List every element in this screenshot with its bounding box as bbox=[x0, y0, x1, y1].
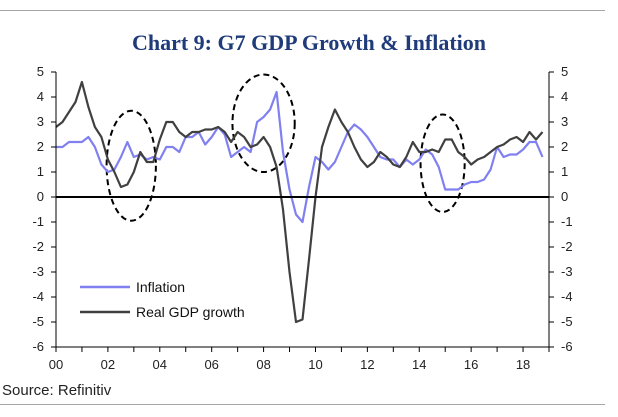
y-tick-label-right: 5 bbox=[561, 64, 568, 79]
y-tick-label-right: -5 bbox=[561, 314, 573, 329]
dashed-ellipse-annotation bbox=[231, 73, 296, 173]
x-tick-label: 10 bbox=[308, 357, 322, 372]
y-tick-label-left: -2 bbox=[32, 239, 44, 254]
y-tick-label-right: 1 bbox=[561, 164, 568, 179]
dashed-ellipse-annotation bbox=[105, 109, 157, 222]
y-tick-label-left: 0 bbox=[37, 189, 44, 204]
legend-label-gdp: Real GDP growth bbox=[136, 304, 245, 320]
y-tick-label-right: -6 bbox=[561, 339, 573, 354]
x-tick-label: 06 bbox=[204, 357, 218, 372]
inflation-line bbox=[56, 90, 544, 224]
y-tick-label-left: -4 bbox=[32, 289, 44, 304]
x-tick-label: 02 bbox=[101, 357, 115, 372]
legend: Inflation Real GDP growth bbox=[80, 279, 245, 320]
y-tick-label-right: -1 bbox=[561, 214, 573, 229]
y-tick-label-left: 5 bbox=[37, 64, 44, 79]
y-tick-label-right: -2 bbox=[561, 239, 573, 254]
x-tick-label: 14 bbox=[412, 357, 426, 372]
source-note: Source: Refinitiv bbox=[2, 382, 112, 399]
y-tick-label-left: -3 bbox=[32, 264, 44, 279]
legend-label-inflation: Inflation bbox=[136, 279, 185, 295]
y-tick-label-right: 3 bbox=[561, 114, 568, 129]
y-tick-label-right: 4 bbox=[561, 89, 568, 104]
y-tick-label-left: -1 bbox=[32, 214, 44, 229]
x-tick-label: 08 bbox=[256, 357, 270, 372]
y-tick-label-right: -3 bbox=[561, 264, 573, 279]
top-rule bbox=[0, 10, 605, 11]
chart-title: Chart 9: G7 GDP Growth & Inflation bbox=[131, 30, 487, 55]
x-tick-label: 16 bbox=[464, 357, 478, 372]
gdp-growth-line bbox=[55, 80, 544, 324]
y-tick-label-left: 1 bbox=[37, 164, 44, 179]
x-tick-label: 18 bbox=[516, 357, 530, 372]
y-tick-label-left: 2 bbox=[37, 139, 44, 154]
y-tick-label-left: -6 bbox=[32, 339, 44, 354]
x-tick-label: 00 bbox=[49, 357, 63, 372]
y-tick-label-right: 2 bbox=[561, 139, 568, 154]
dashed-ellipse-annotation bbox=[419, 113, 466, 213]
bottom-rule bbox=[0, 404, 605, 405]
y-tick-label-left: 3 bbox=[37, 114, 44, 129]
y-tick-label-right: 0 bbox=[561, 189, 568, 204]
x-tick-label: 04 bbox=[153, 357, 167, 372]
x-tick-label: 12 bbox=[360, 357, 374, 372]
y-tick-label-left: -5 bbox=[32, 314, 44, 329]
y-tick-label-right: -4 bbox=[561, 289, 573, 304]
y-tick-label-left: 4 bbox=[37, 89, 44, 104]
